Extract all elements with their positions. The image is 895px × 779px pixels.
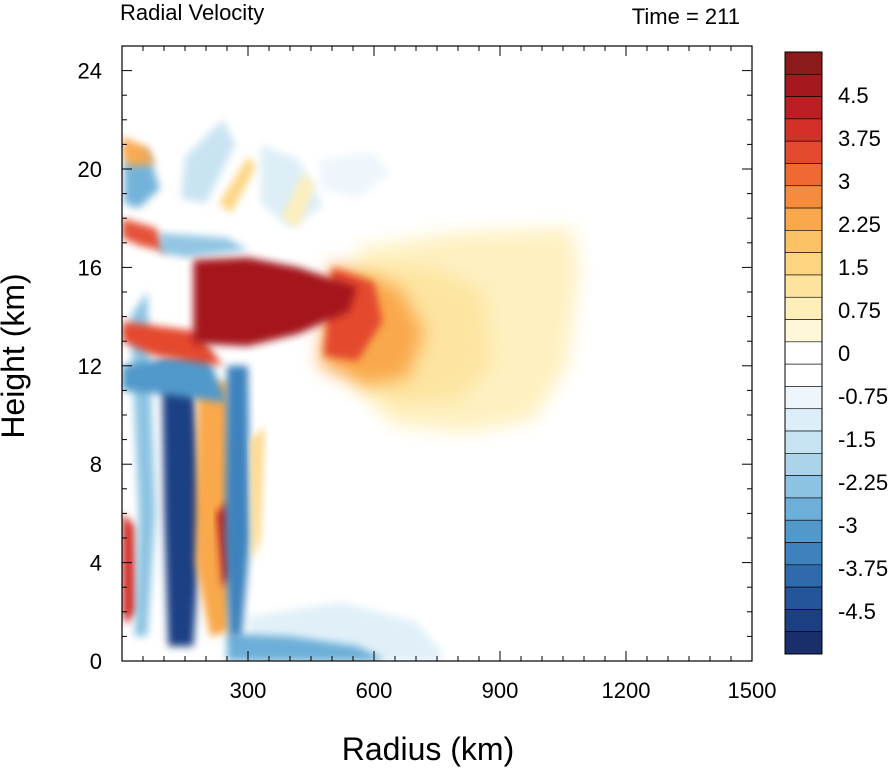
x-axis-label: Radius (km) [342, 731, 514, 767]
colorbar-swatch [784, 252, 823, 276]
colorbar-swatch [784, 453, 823, 476]
colorbar-swatch [784, 274, 823, 298]
upper-band-blue-5 [319, 151, 391, 199]
y-axis-ticks: 0 4 8 12 16 20 24 [78, 45, 752, 674]
colorbar-swatch [784, 497, 823, 521]
colorbar-swatch [784, 51, 823, 75]
orange-streaks-right [250, 427, 265, 563]
y-tick-label: 12 [78, 354, 102, 379]
colorbar-swatch [784, 408, 823, 432]
colorbar-swatch [784, 140, 823, 164]
colorbar-label: -4.5 [838, 599, 876, 624]
y-tick-label: 8 [90, 452, 102, 477]
blue-band-mid [122, 351, 227, 403]
colorbar-swatch [784, 609, 823, 633]
y-axis-label: Height (km) [0, 273, 31, 438]
colorbar-swatch [784, 564, 823, 588]
outer-inflow-column [224, 365, 251, 637]
colorbar-frame [784, 51, 823, 655]
y-tick-label: 20 [78, 157, 102, 182]
colorbar-label: -1.5 [838, 427, 876, 452]
colorbar-swatch [784, 207, 823, 231]
x-axis-ticks: 300 600 900 1200 1500 [142, 46, 777, 703]
colorbar-label: -3.75 [838, 556, 888, 581]
colorbar-swatch [784, 631, 823, 655]
colorbar-swatch [784, 542, 823, 566]
colorbar-swatch [784, 363, 823, 387]
x-tick-label: 900 [482, 678, 519, 703]
y-tick-label: 4 [90, 551, 102, 576]
colorbar-swatch [784, 230, 823, 253]
colorbar-label: 0.75 [838, 298, 881, 323]
upper-band-blue-3 [180, 119, 236, 204]
colorbar-swatch [784, 319, 823, 343]
upper-band-red-2 [122, 218, 169, 253]
x-tick-label: 1500 [728, 678, 777, 703]
left-edge-red-column [122, 513, 137, 625]
colorbar-label: 4.5 [838, 83, 869, 108]
inner-inflow-column [161, 360, 202, 647]
colorbar-label: 3.75 [838, 126, 881, 151]
colorbar: 4.5 3.75 3 2.25 1.5 0.75 0 -0.75 -1.5 -2.25 -3 -3.7… [784, 51, 888, 655]
chart-title: Radial Velocity [120, 0, 264, 25]
colorbar-label: 0 [838, 341, 850, 366]
x-tick-label: 300 [230, 678, 267, 703]
y-tick-label: 24 [78, 59, 102, 84]
colorbar-swatch [784, 96, 823, 120]
upper-band-red-1 [122, 137, 156, 167]
y-tick-label: 16 [78, 255, 102, 280]
colorbar-label: -2.25 [838, 470, 888, 495]
outflow-core [193, 257, 358, 347]
upper-band-orange-1 [218, 156, 257, 214]
y-tick-label: 0 [90, 649, 102, 674]
colorbar-label: 3 [838, 169, 850, 194]
colorbar-swatch [784, 386, 823, 410]
colorbar-swatch [784, 341, 823, 365]
colorbar-swatch [784, 296, 823, 320]
colorbar-swatch [784, 163, 823, 187]
upper-band-blue-2 [159, 232, 248, 258]
colorbar-label: -0.75 [838, 384, 888, 409]
colorbar-swatch [784, 586, 823, 610]
upper-band-yellow-1 [281, 173, 316, 229]
colorbar-label: -3 [838, 513, 858, 538]
velocity-field [122, 46, 752, 661]
x-tick-label: 1200 [602, 678, 651, 703]
colorbar-swatch [784, 118, 823, 142]
chart-subtitle: Time = 211 [632, 4, 740, 29]
colorbar-swatch [784, 519, 823, 543]
colorbar-swatch [784, 430, 823, 454]
colorbar-label: 2.25 [838, 212, 881, 237]
boundary-layer-inflow [227, 633, 383, 661]
upper-band-blue-4 [260, 144, 324, 229]
colorbar-swatch [784, 475, 823, 499]
colorbar-label: 1.5 [838, 255, 869, 280]
colorbar-swatch [784, 185, 823, 209]
x-tick-label: 600 [356, 678, 393, 703]
colorbar-swatch [784, 73, 823, 97]
